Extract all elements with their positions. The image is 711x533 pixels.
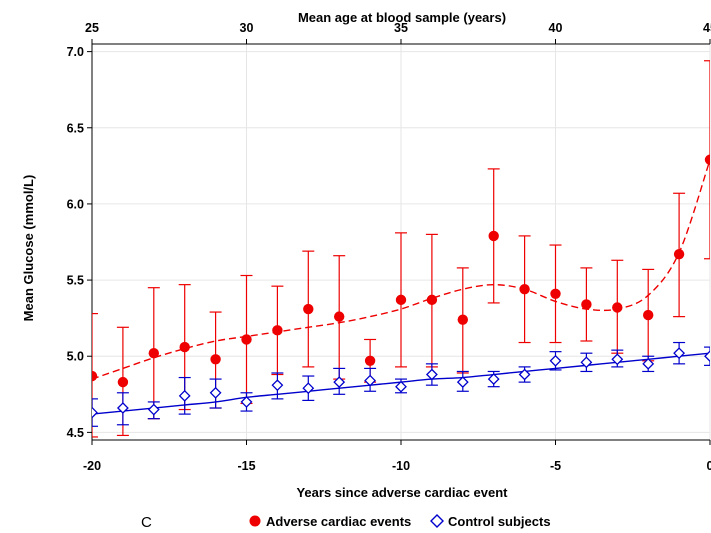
x-axis-title: Years since adverse cardiac event — [296, 485, 508, 500]
data-point — [611, 353, 624, 366]
data-point — [642, 357, 655, 370]
x-tick-label: -15 — [237, 459, 255, 473]
data-point — [334, 311, 345, 322]
data-point — [302, 382, 315, 395]
panel-label: C — [141, 514, 152, 531]
data-point — [395, 294, 407, 306]
data-point — [457, 314, 468, 325]
legend-marker-adverse — [249, 515, 261, 527]
data-point — [147, 403, 160, 416]
y-tick-label: 7.0 — [67, 45, 84, 59]
legend-marker-control — [430, 514, 444, 528]
data-point — [581, 299, 592, 310]
data-point — [704, 154, 710, 165]
legend: Adverse cardiac events Control subjects — [249, 514, 551, 529]
data-point — [240, 396, 253, 408]
data-point — [92, 370, 98, 382]
data-point — [333, 376, 346, 389]
data-point — [148, 347, 159, 359]
data-point — [550, 288, 561, 299]
data-point — [488, 230, 499, 242]
data-point — [303, 303, 314, 315]
x-tick-label: -20 — [83, 459, 101, 473]
data-point — [364, 374, 377, 387]
y-tick-label: 5.0 — [67, 350, 84, 364]
data-point — [704, 350, 710, 363]
x-tick-label: -5 — [550, 459, 561, 473]
y-tick-label: 6.5 — [67, 121, 84, 135]
axis-ticks: 4.5 5.0 5.5 6.0 6.5 7.0 -20 -15 -10 -5 0 25 30 35 40 45 — [67, 21, 711, 473]
y-tick-label: 5.5 — [67, 274, 84, 288]
data-point — [580, 356, 593, 369]
data-point — [456, 376, 469, 389]
data-point — [92, 406, 98, 419]
top-tick-label: 25 — [85, 21, 99, 35]
top-tick-label: 35 — [394, 21, 408, 35]
data-point — [643, 309, 654, 321]
x-tick-label: -10 — [392, 459, 410, 473]
data-point — [364, 355, 376, 366]
data-point — [271, 379, 284, 392]
data-point — [178, 389, 191, 402]
data-point — [426, 294, 438, 306]
legend-label-control: Control subjects — [448, 514, 551, 529]
data-point — [673, 248, 685, 260]
y-axis-title: Mean Glucose (mmol/L) — [21, 175, 36, 322]
top-tick-label: 45 — [703, 21, 711, 35]
data-point — [518, 368, 531, 381]
data-point — [673, 347, 686, 360]
data-point — [116, 402, 129, 414]
data-point — [612, 302, 623, 313]
y-tick-label: 4.5 — [67, 426, 84, 440]
series-adverse — [92, 60, 710, 438]
top-tick-label: 30 — [240, 21, 254, 35]
top-tick-label: 40 — [549, 21, 563, 35]
x-tick-label: 0 — [707, 459, 711, 473]
y-tick-label: 6.0 — [67, 197, 84, 211]
data-point — [487, 373, 500, 385]
series-layer — [92, 60, 710, 438]
data-point — [272, 325, 283, 336]
data-point — [179, 341, 190, 353]
series-control — [92, 341, 710, 427]
data-point — [549, 354, 562, 367]
data-point — [241, 334, 252, 345]
legend-label-adverse: Adverse cardiac events — [266, 514, 411, 529]
data-point — [519, 284, 530, 295]
data-point — [395, 380, 407, 393]
data-point — [425, 368, 438, 381]
data-point — [210, 354, 221, 365]
top-axis-title: Mean age at blood sample (years) — [298, 10, 506, 25]
data-point — [209, 386, 222, 399]
data-point — [117, 376, 129, 388]
